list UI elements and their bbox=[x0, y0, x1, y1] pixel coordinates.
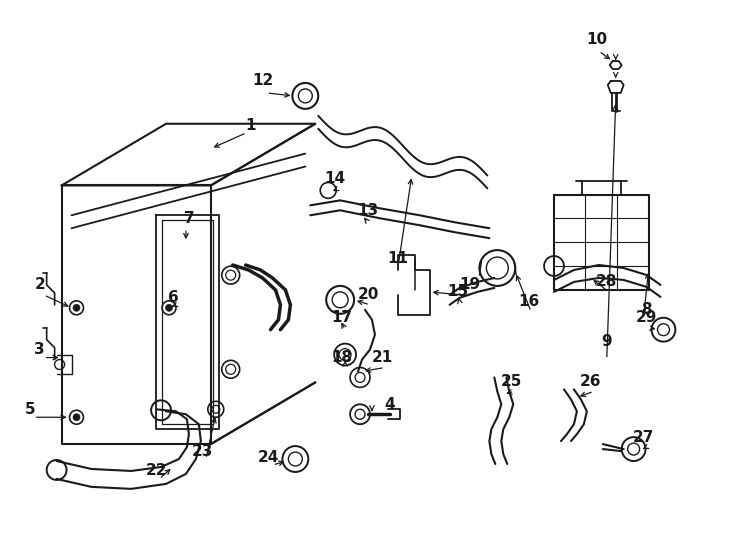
Text: 14: 14 bbox=[324, 171, 346, 186]
Text: 23: 23 bbox=[192, 443, 214, 458]
Text: 24: 24 bbox=[258, 449, 279, 464]
Circle shape bbox=[166, 305, 172, 311]
Text: 29: 29 bbox=[636, 310, 657, 325]
Text: 8: 8 bbox=[642, 302, 652, 318]
Text: 1: 1 bbox=[245, 118, 256, 133]
Text: 16: 16 bbox=[518, 294, 539, 309]
Text: 12: 12 bbox=[252, 73, 273, 89]
Text: 3: 3 bbox=[34, 342, 45, 357]
Text: 13: 13 bbox=[357, 203, 379, 218]
Text: 28: 28 bbox=[596, 274, 617, 289]
Circle shape bbox=[73, 414, 80, 421]
Text: 25: 25 bbox=[501, 374, 522, 389]
Text: 19: 19 bbox=[459, 278, 480, 293]
Circle shape bbox=[73, 305, 80, 311]
Text: 10: 10 bbox=[586, 32, 607, 46]
Text: 17: 17 bbox=[332, 310, 353, 325]
Text: 4: 4 bbox=[385, 397, 395, 412]
Text: 7: 7 bbox=[184, 211, 195, 226]
Text: 26: 26 bbox=[580, 374, 602, 389]
Text: 2: 2 bbox=[34, 278, 45, 293]
Text: 11: 11 bbox=[388, 251, 408, 266]
Text: 15: 15 bbox=[447, 285, 468, 299]
Text: 5: 5 bbox=[24, 402, 35, 417]
Text: 9: 9 bbox=[601, 334, 612, 349]
Text: 20: 20 bbox=[357, 287, 379, 302]
Text: 6: 6 bbox=[167, 291, 178, 305]
Text: 18: 18 bbox=[332, 350, 353, 365]
Text: 27: 27 bbox=[633, 430, 654, 444]
Text: 21: 21 bbox=[371, 350, 393, 365]
Text: 22: 22 bbox=[145, 463, 167, 478]
